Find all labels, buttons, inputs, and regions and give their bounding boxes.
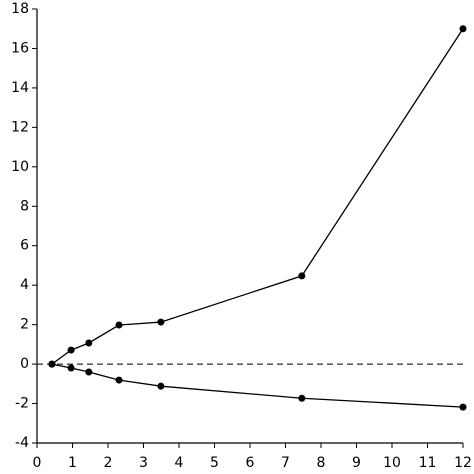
data-point: [459, 25, 467, 33]
y-tick-label: -4: [15, 435, 29, 451]
y-tick-label: 4: [20, 277, 29, 293]
data-point: [157, 382, 165, 390]
x-tick-label: 0: [33, 455, 42, 471]
y-tick-label: 16: [11, 40, 29, 56]
data-point: [85, 368, 93, 376]
data-point: [459, 403, 467, 411]
x-tick-label: 3: [139, 455, 148, 471]
y-tick-label: 12: [11, 119, 29, 135]
data-point: [298, 272, 306, 280]
data-point: [115, 321, 123, 329]
y-tick-label: 8: [20, 198, 29, 214]
y-tick-label: 18: [11, 1, 29, 17]
data-point: [115, 376, 123, 384]
data-point: [67, 346, 75, 354]
data-point: [298, 394, 306, 402]
series-line: [51, 28, 464, 365]
y-tick-label: 2: [20, 317, 29, 333]
x-tick-label: 1: [68, 455, 77, 471]
data-point: [48, 360, 56, 368]
y-tick-label: -2: [15, 396, 29, 412]
x-tick-label: 4: [175, 455, 184, 471]
data-point: [157, 318, 165, 326]
x-tick-label: 5: [210, 455, 219, 471]
data-point: [67, 364, 75, 372]
series-line: [51, 363, 464, 408]
x-tick-label: 9: [352, 455, 361, 471]
data-point: [85, 339, 93, 347]
x-tick-label: 6: [246, 455, 255, 471]
x-tick-label: 2: [104, 455, 113, 471]
y-tick-label: 6: [20, 238, 29, 254]
y-tick-label: 14: [11, 80, 29, 96]
y-tick-label: 0: [20, 356, 29, 372]
x-tick-label: 12: [454, 455, 472, 471]
x-tick-label: 7: [281, 455, 290, 471]
x-tick-label: 8: [317, 455, 326, 471]
x-tick-label: 10: [383, 455, 401, 471]
x-tick-label: 11: [419, 455, 437, 471]
y-tick-label: 10: [11, 159, 29, 175]
